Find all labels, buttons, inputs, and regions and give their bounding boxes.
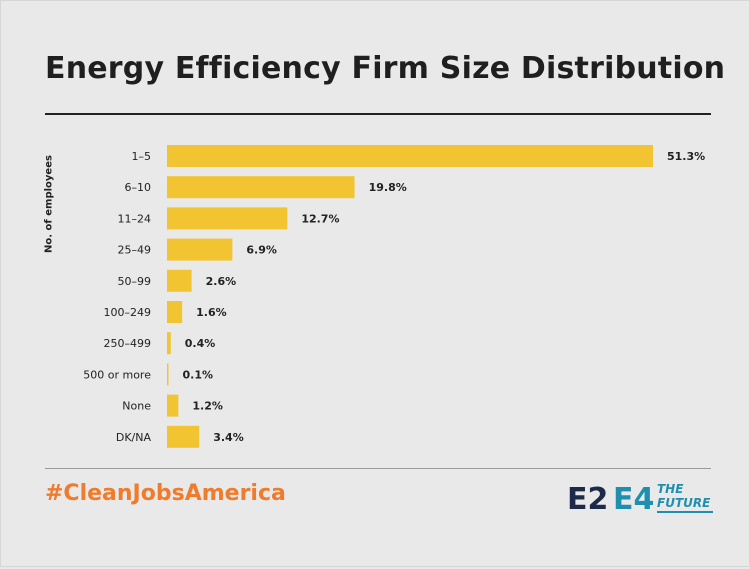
category-label: 250–499	[104, 337, 152, 350]
value-label: 6.9%	[246, 244, 277, 257]
bar	[167, 301, 183, 323]
chart-title: Energy Efficiency Firm Size Distribution	[45, 51, 726, 86]
category-label: None	[122, 400, 151, 413]
bar-chart: 1–5 51.3% 6–10 19.8% 11–24 12.7% 25–49 6.9% 50–9…	[83, 145, 705, 448]
bar	[167, 269, 192, 292]
title-divider	[45, 113, 711, 115]
value-label: 0.1%	[183, 368, 214, 381]
footer-divider	[45, 468, 711, 469]
bar	[167, 332, 171, 355]
e2-logo-text: E2	[567, 482, 607, 515]
category-label: 50–99	[118, 275, 152, 288]
value-label: 51.3%	[667, 150, 705, 163]
category-label: 11–24	[118, 212, 152, 225]
value-label: 0.4%	[185, 337, 216, 350]
e4-logo-the: THE	[657, 482, 684, 496]
e4-logo-underline	[657, 511, 713, 513]
value-label: 19.8%	[369, 181, 407, 194]
value-label: 1.6%	[196, 306, 227, 319]
hashtag-text[interactable]: #CleanJobsAmerica	[45, 481, 286, 506]
e2-logo: E2	[567, 482, 607, 515]
bar	[167, 176, 355, 199]
e4-logo-future: FUTURE	[657, 496, 711, 510]
bar	[167, 363, 169, 386]
bar	[167, 207, 288, 230]
value-label: 12.7%	[301, 212, 339, 225]
bar	[167, 394, 179, 417]
category-label: 1–5	[132, 150, 152, 163]
category-label: 25–49	[118, 244, 152, 257]
category-label: 6–10	[125, 181, 152, 194]
value-label: 1.2%	[192, 400, 223, 413]
value-label: 3.4%	[213, 431, 244, 444]
category-label: 500 or more	[83, 368, 151, 381]
e4-the-future-logo: E4 THE FUTURE	[613, 482, 713, 517]
category-label: DK/NA	[116, 431, 152, 444]
bar	[167, 145, 653, 167]
bar	[167, 238, 233, 261]
e4-logo-text: E4	[613, 482, 654, 517]
category-label: 100–249	[104, 306, 152, 319]
bar	[167, 425, 200, 448]
value-label: 2.6%	[206, 275, 237, 288]
